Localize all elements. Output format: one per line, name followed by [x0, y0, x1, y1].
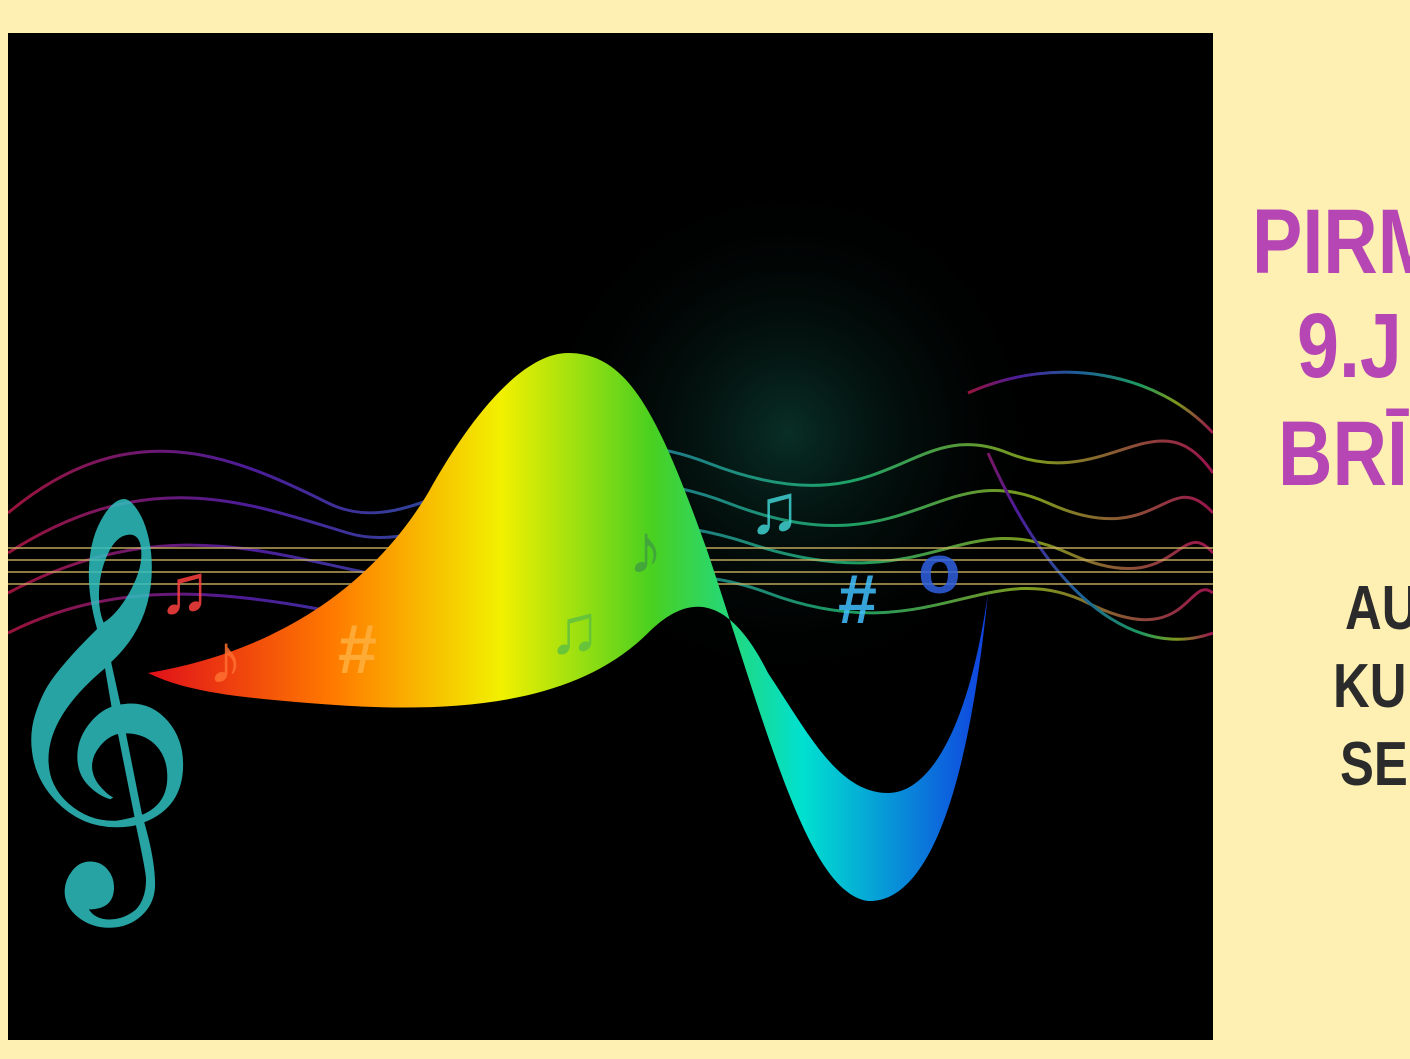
svg-text:♫: ♫ [158, 550, 211, 628]
headline-line: 9.J [1297, 295, 1402, 397]
subtext-line: SE [1340, 730, 1408, 799]
svg-text:♪: ♪ [208, 620, 243, 698]
music-artwork: # # ♪ ♫ ♪ ♫ ♫ o 𝄞 [8, 33, 1213, 1040]
svg-text:#: # [838, 560, 877, 638]
headline-line: PIRM [1252, 191, 1410, 293]
svg-text:♪: ♪ [628, 510, 663, 588]
subtext-line: AU [1345, 574, 1410, 643]
subtext-line: KU [1333, 652, 1407, 721]
notes: # # ♪ ♫ ♪ ♫ ♫ o [158, 470, 961, 698]
treble-clef: 𝄞 [8, 497, 201, 930]
svg-text:o: o [918, 530, 961, 608]
svg-text:♫: ♫ [748, 470, 801, 548]
headline-line: BRĪ [1278, 403, 1408, 505]
svg-text:#: # [338, 610, 377, 688]
svg-text:♫: ♫ [548, 590, 601, 668]
